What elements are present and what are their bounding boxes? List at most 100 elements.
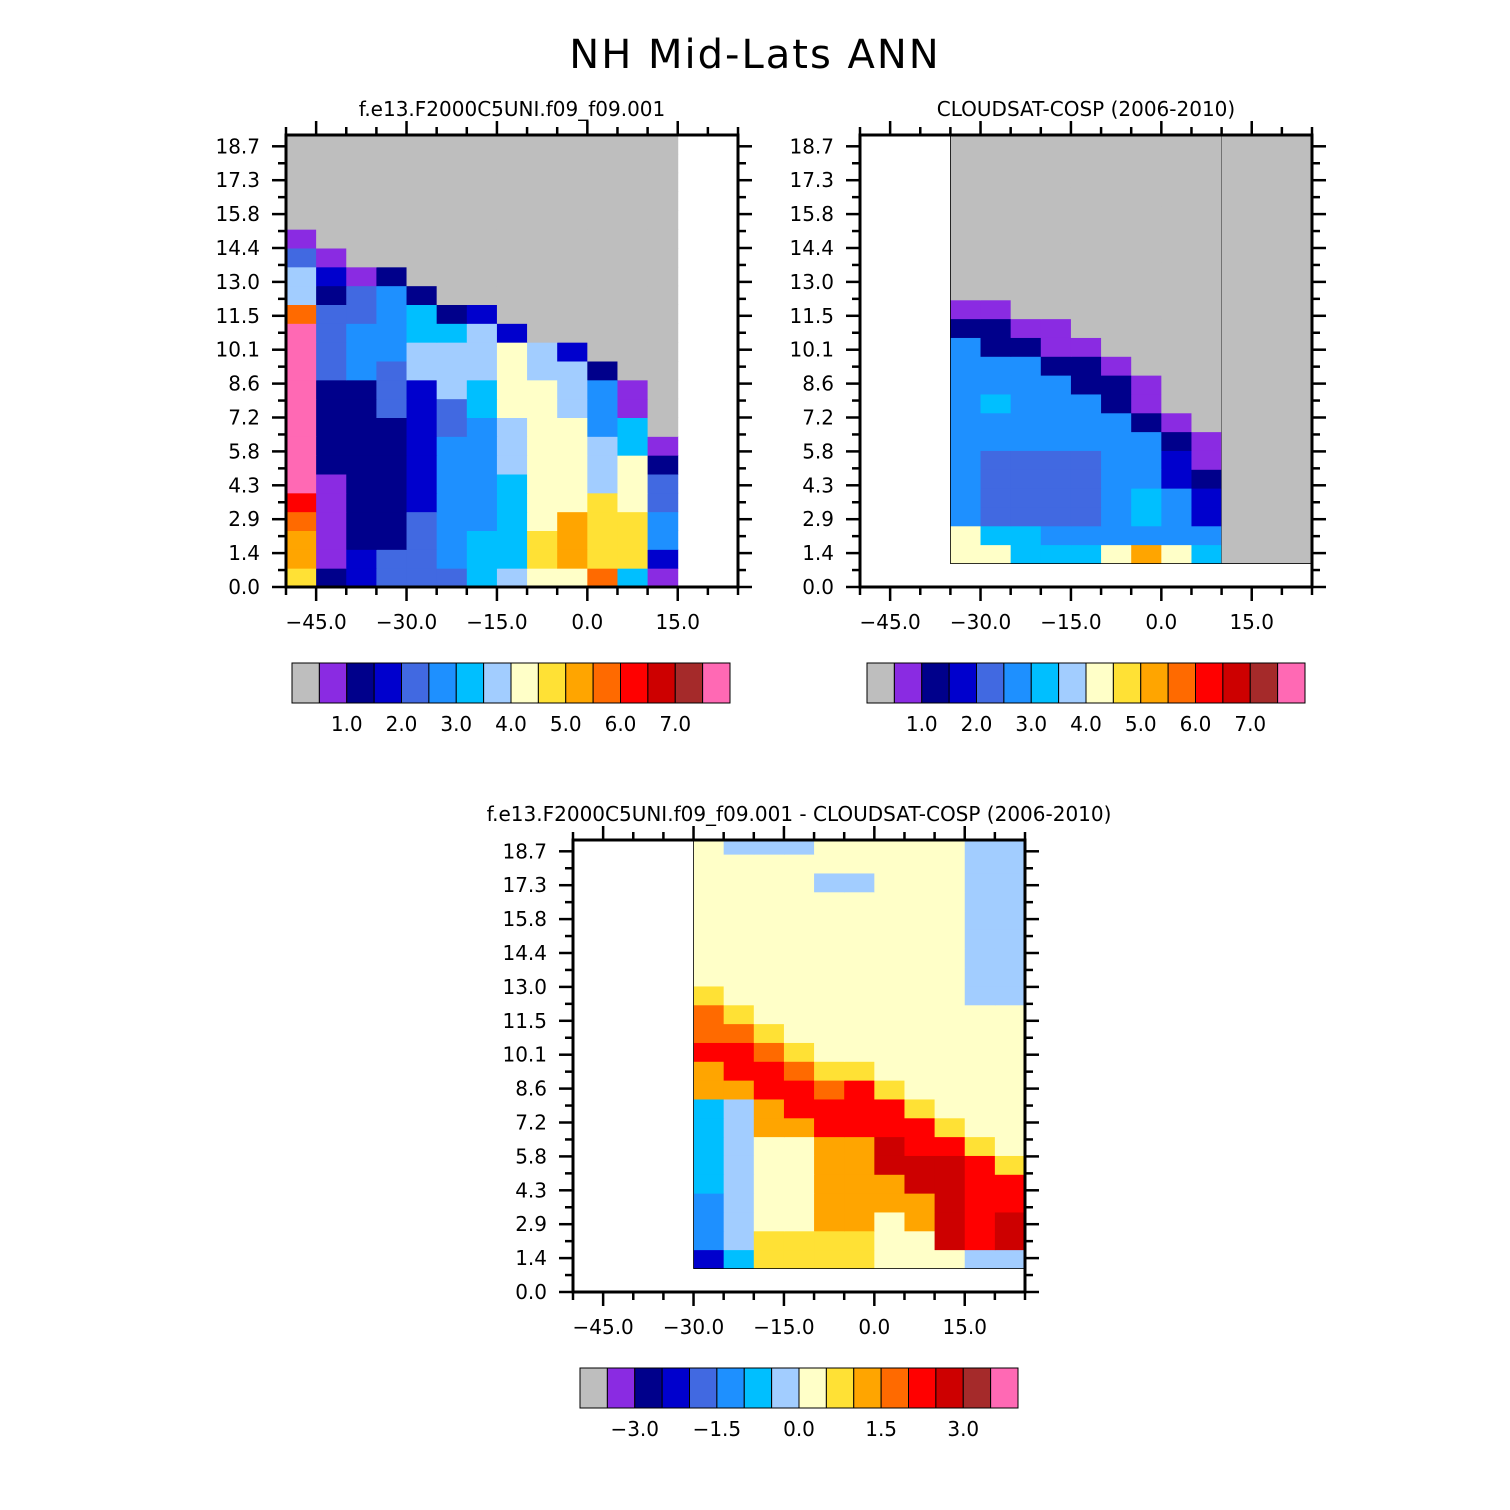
heatmap-cell (814, 967, 845, 987)
heatmap-cell (1010, 450, 1042, 470)
heatmap-cell (647, 342, 679, 362)
heatmap-cell (647, 492, 679, 513)
heatmap-cell (376, 304, 408, 324)
heatmap-cell (406, 342, 438, 362)
heatmap-cell (904, 1136, 936, 1156)
heatmap-cell (980, 506, 1012, 527)
heatmap-cell (814, 1117, 845, 1138)
heatmap-cell (617, 492, 649, 513)
heatmap-cell (950, 167, 982, 188)
heatmap-cell (964, 854, 996, 874)
heatmap-cell (814, 854, 845, 874)
heatmap-cell (844, 1023, 875, 1043)
heatmap-cell (693, 1042, 725, 1062)
colorbar-swatch (346, 662, 375, 704)
heatmap-cell (994, 1061, 1026, 1081)
heatmap-cell (376, 492, 408, 513)
heatmap-cell (496, 248, 528, 268)
heatmap-cell (934, 1023, 966, 1043)
heatmap-cell (587, 153, 618, 174)
heatmap-cell (814, 1193, 845, 1213)
heatmap-cell (1101, 375, 1132, 395)
heatmap-cell (783, 910, 815, 930)
colorbar-swatch (866, 662, 895, 704)
heatmap-cell (436, 361, 468, 381)
heatmap-cell (316, 229, 347, 249)
heatmap-cell (1040, 205, 1072, 225)
heatmap-cell (1040, 450, 1072, 470)
heatmap-cell (950, 469, 982, 489)
heatmap-cell (783, 872, 815, 893)
heatmap-cell (346, 153, 377, 174)
colorbar-swatch (373, 662, 402, 704)
heatmap-cell (980, 299, 1012, 320)
heatmap-cell (874, 1230, 905, 1251)
heatmap-cell (783, 967, 815, 987)
heatmap-cell (587, 266, 618, 287)
heatmap-cell (1040, 167, 1072, 188)
heatmap-cell (286, 172, 317, 192)
heatmap-cell (980, 318, 1012, 338)
heatmap-cell (964, 1080, 996, 1100)
y-tick-label: 1.4 (802, 541, 834, 565)
heatmap-cell (723, 1117, 755, 1138)
heatmap-cell (1161, 450, 1192, 470)
plot-frame (858, 133, 1314, 589)
heatmap-cell (286, 342, 317, 362)
heatmap-cell (783, 1174, 815, 1194)
heatmap-cell (496, 474, 528, 494)
heatmap-cell (753, 1004, 785, 1025)
heatmap-cell (316, 135, 347, 155)
heatmap-cell (783, 1042, 815, 1062)
heatmap-cell (934, 1061, 966, 1081)
y-tick-label: 5.8 (802, 439, 834, 463)
heatmap-cell (1040, 525, 1072, 546)
heatmap-cell (376, 172, 408, 192)
heatmap-cell (647, 229, 679, 249)
heatmap-cell (286, 323, 317, 343)
heatmap-cell (286, 436, 317, 456)
heatmap-cell (346, 285, 377, 305)
heatmap-cell (286, 455, 317, 475)
heatmap-cell (783, 1004, 815, 1025)
panel-title: f.e13.F2000C5UNI.f09_f09.001 (359, 97, 666, 121)
x-tick-label: −15.0 (753, 1315, 814, 1339)
colorbar-swatch (689, 1367, 718, 1409)
heatmap-cell (994, 948, 1026, 968)
heatmap-cell (466, 379, 498, 400)
heatmap-cell (1101, 412, 1132, 433)
colorbar-swatch (647, 662, 676, 704)
heatmap-cell (346, 549, 377, 569)
colorbar: −3.0 −1.5 0.0 1.5 3.0 (579, 1367, 1019, 1441)
heatmap-cell (1070, 356, 1102, 376)
heatmap-cell (844, 1004, 875, 1025)
heatmap-cell (316, 492, 347, 513)
y-tick-label: 0.0 (515, 1280, 547, 1304)
heatmap-cell (406, 361, 438, 381)
heatmap-cell (1131, 135, 1162, 150)
heatmap-cell (466, 361, 498, 381)
heatmap-cell (346, 436, 377, 456)
heatmap-cell (406, 248, 438, 268)
heatmap-cell (1191, 280, 1223, 301)
heatmap-cell (496, 492, 528, 513)
heatmap-cell (527, 417, 558, 437)
y-tick-label: 8.6 (515, 1077, 547, 1101)
heatmap-cell (874, 1174, 905, 1194)
heatmap-cell (874, 1004, 905, 1025)
heatmap-cell (1010, 318, 1042, 338)
heatmap-cell (693, 1230, 725, 1251)
heatmap-cell (286, 229, 317, 249)
y-tick-label: 10.1 (502, 1043, 547, 1067)
heatmap-cell (496, 436, 528, 456)
heatmap-cell (874, 1098, 905, 1119)
heatmap-cell (527, 229, 558, 249)
heatmap-cell (557, 417, 588, 437)
plot-frame (284, 133, 740, 589)
heatmap-cell (496, 285, 528, 305)
heatmap-cell (466, 172, 498, 192)
heatmap-cell (617, 530, 649, 550)
colorbar-swatch (1195, 662, 1224, 704)
heatmap-cell (980, 412, 1012, 433)
heatmap-cell (874, 967, 905, 987)
